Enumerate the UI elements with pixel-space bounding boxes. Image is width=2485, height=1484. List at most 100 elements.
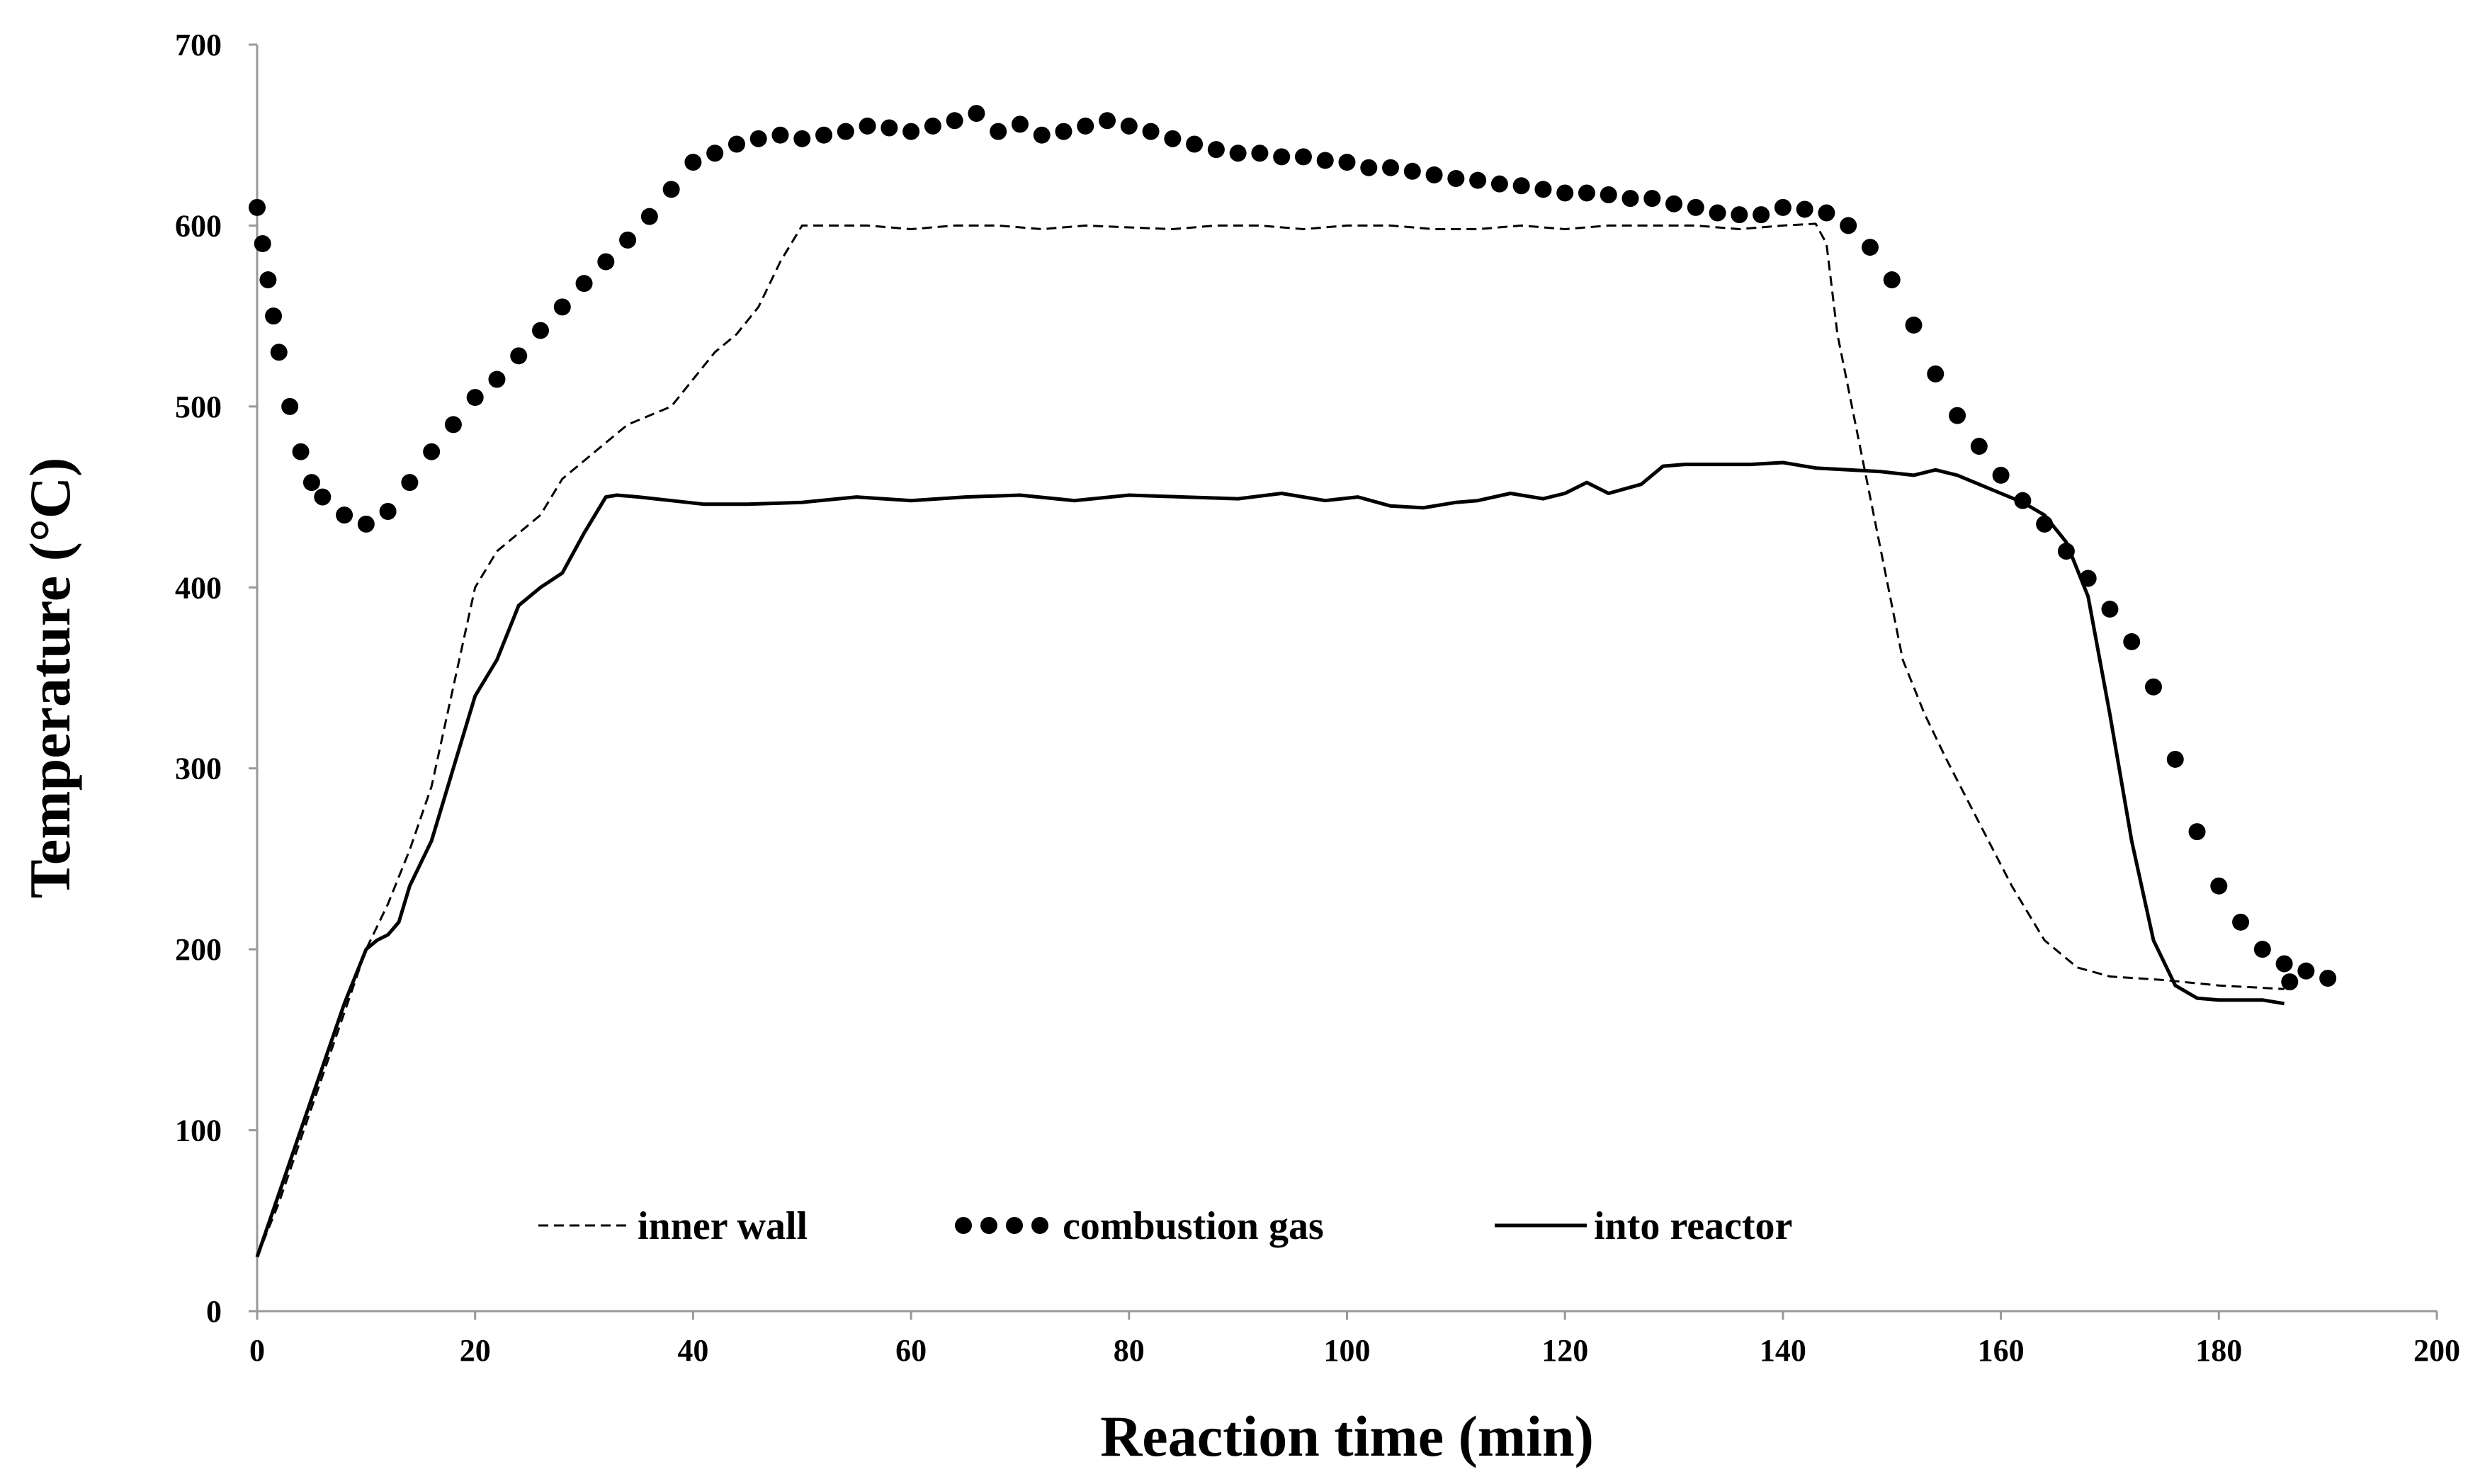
data-point	[259, 271, 277, 289]
x-tick-label: 140	[1760, 1333, 1806, 1368]
data-point	[1534, 181, 1552, 198]
data-point	[2123, 633, 2141, 650]
data-point	[837, 123, 854, 140]
data-point	[270, 344, 288, 361]
y-tick-label: 500	[175, 390, 222, 424]
data-point	[1273, 148, 1291, 166]
data-point	[2101, 600, 2119, 618]
data-point	[2275, 955, 2293, 973]
data-point	[859, 117, 876, 135]
data-point	[1469, 171, 1487, 189]
data-point	[1186, 135, 1204, 153]
data-point	[597, 253, 615, 271]
data-point	[336, 506, 353, 524]
data-point	[1840, 217, 1857, 234]
data-point	[749, 130, 767, 147]
x-axis-title: Reaction time (min)	[1100, 1404, 1594, 1468]
data-point	[292, 443, 310, 460]
data-point	[2319, 970, 2337, 987]
y-tick-label: 0	[206, 1294, 222, 1329]
data-point	[1490, 175, 1508, 193]
y-tick-label: 400	[175, 570, 222, 605]
data-point	[2144, 678, 2162, 696]
data-point	[771, 126, 789, 144]
axes: 0 20 40 60 80 100 120 140 160 180 200 0 100 200 300 400…	[175, 28, 2460, 1368]
legend-entry-inner-wall: inner wall	[538, 1204, 808, 1248]
data-point	[1011, 115, 1029, 133]
data-point	[1796, 200, 1813, 218]
legend-entry-combustion-gas: combustion gas	[955, 1204, 1324, 1248]
data-point	[488, 370, 506, 388]
data-point	[924, 117, 941, 135]
y-tick-label: 200	[175, 932, 222, 967]
data-point	[1665, 195, 1683, 213]
data-point	[815, 126, 833, 144]
x-tick-label: 40	[677, 1333, 708, 1368]
data-point	[1970, 438, 1988, 455]
data-point	[423, 443, 441, 460]
data-point	[662, 181, 680, 198]
data-point	[510, 347, 528, 365]
data-point	[793, 130, 811, 147]
data-point	[1709, 204, 1726, 222]
data-point	[1818, 204, 1835, 222]
data-point	[946, 112, 963, 130]
data-point	[466, 389, 484, 407]
data-point	[1382, 159, 1400, 176]
data-point	[706, 145, 724, 162]
data-point	[1992, 466, 2010, 484]
y-tick-label: 600	[175, 208, 222, 243]
data-point	[314, 488, 332, 506]
series-layer	[249, 105, 2337, 1258]
series-line-inner-wall	[256, 222, 2285, 1257]
data-point	[1883, 271, 1901, 289]
data-point	[1774, 198, 1791, 216]
data-point	[1600, 186, 1617, 204]
data-point	[619, 231, 637, 249]
data-point	[254, 234, 271, 252]
data-point	[1687, 198, 1704, 216]
data-point	[1033, 126, 1051, 144]
data-point	[2166, 750, 2184, 768]
series-line-into-reactor	[255, 460, 2285, 1258]
data-point	[968, 105, 985, 123]
data-point	[553, 298, 571, 316]
legend-swatch	[1031, 1217, 1048, 1234]
data-point	[640, 208, 658, 225]
data-point	[1077, 117, 1094, 135]
data-point	[1120, 117, 1138, 135]
data-point	[281, 397, 299, 415]
data-point	[1753, 206, 1770, 224]
data-point	[575, 275, 593, 293]
x-tick-label: 100	[1324, 1333, 1371, 1368]
x-tick-label: 80	[1114, 1333, 1145, 1368]
x-tick-label: 200	[2413, 1333, 2460, 1368]
data-point	[401, 474, 419, 492]
data-point	[2297, 962, 2315, 980]
x-tick-label: 180	[2195, 1333, 2242, 1368]
data-point	[1949, 407, 1966, 424]
x-tick-label: 160	[1978, 1333, 2025, 1368]
data-point	[1512, 177, 1530, 195]
data-point	[302, 474, 320, 492]
legend-label: into reactor	[1594, 1204, 1792, 1248]
data-point	[1425, 166, 1443, 183]
x-tick-label: 20	[460, 1333, 491, 1368]
data-point	[265, 307, 283, 325]
legend: inner wall combustion gas into reactor	[538, 1204, 1792, 1248]
data-point	[379, 503, 397, 521]
x-tick-label: 60	[895, 1333, 927, 1368]
data-point	[1294, 148, 1312, 166]
data-point	[1621, 190, 1639, 208]
x-tick-label: 120	[1541, 1333, 1588, 1368]
data-point	[1403, 162, 1421, 180]
legend-label: combustion gas	[1063, 1204, 1324, 1248]
data-point	[902, 123, 920, 140]
data-point	[1731, 206, 1748, 224]
data-point	[2281, 973, 2299, 991]
legend-label: inner wall	[638, 1204, 808, 1248]
data-point	[1142, 123, 1160, 140]
legend-swatch	[955, 1217, 972, 1234]
y-tick-label: 100	[175, 1114, 222, 1148]
